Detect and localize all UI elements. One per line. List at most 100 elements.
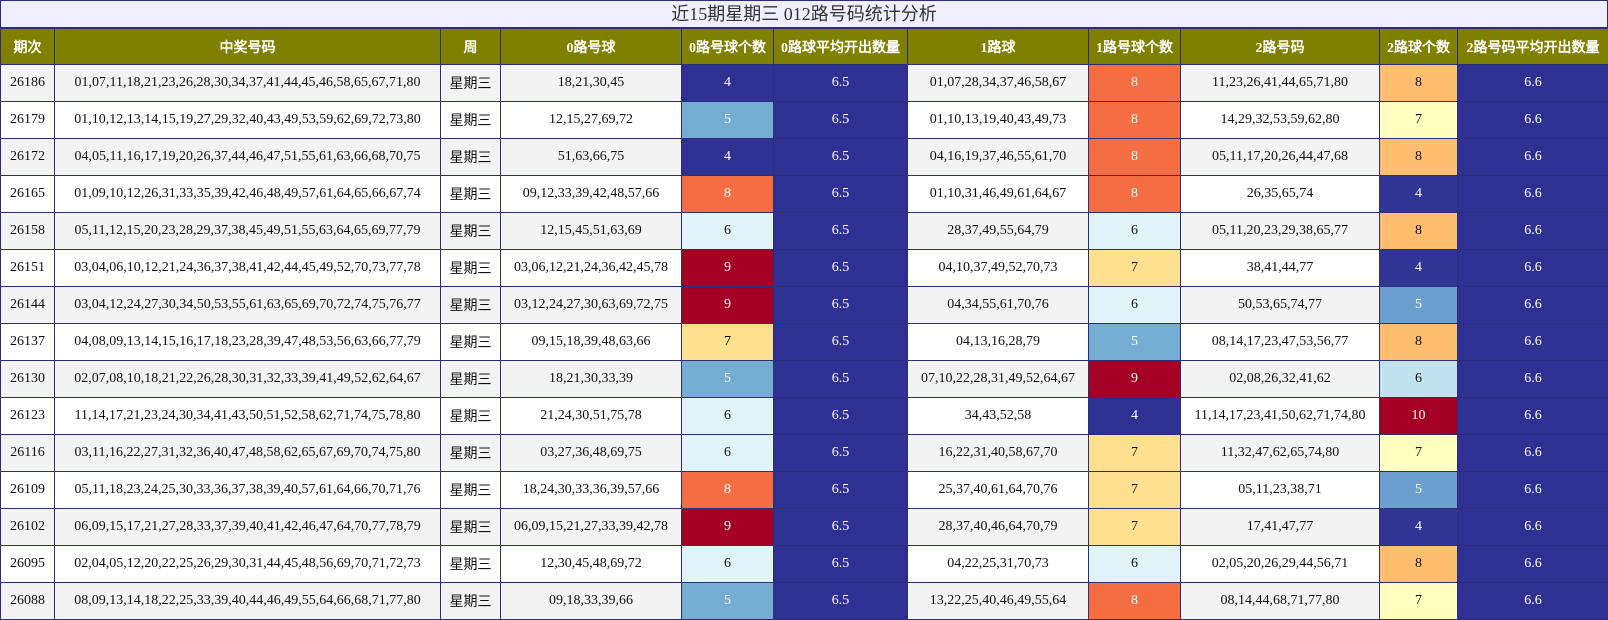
issue-cell: 26130 [1,361,55,398]
route2-count-cell: 10 [1380,398,1458,435]
route1-balls-cell: 16,22,31,40,58,67,70 [908,435,1089,472]
route1-balls-cell: 01,10,31,46,49,61,64,67 [908,176,1089,213]
route0-balls-cell: 12,15,27,69,72 [501,102,682,139]
route2-balls-cell: 14,29,32,53,59,62,80 [1181,102,1380,139]
weekday-cell: 星期三 [441,435,501,472]
route1-count-cell: 4 [1089,398,1181,435]
route0-average-cell: 6.5 [774,435,908,472]
issue-cell: 26088 [1,583,55,620]
route2-balls-cell: 05,11,23,38,71 [1181,472,1380,509]
winning-numbers-cell: 03,04,06,10,12,21,24,36,37,38,41,42,44,4… [55,250,441,287]
header-row: 期次 中奖号码 周 0路号球 0路号球个数 0路球平均开出数量 1路球 1路号球… [1,29,1608,65]
route0-average-cell: 6.5 [774,287,908,324]
route1-balls-cell: 04,16,19,37,46,55,61,70 [908,139,1089,176]
route0-average-cell: 6.5 [774,250,908,287]
route2-balls-cell: 02,08,26,32,41,62 [1181,361,1380,398]
route0-balls-cell: 03,12,24,27,30,63,69,72,75 [501,287,682,324]
route1-count-cell: 7 [1089,472,1181,509]
winning-numbers-cell: 03,11,16,22,27,31,32,36,40,47,48,58,62,6… [55,435,441,472]
route2-count-cell: 8 [1380,139,1458,176]
route2-average-cell: 6.6 [1458,583,1608,620]
route0-balls-cell: 12,15,45,51,63,69 [501,213,682,250]
winning-numbers-cell: 05,11,12,15,20,23,28,29,37,38,45,49,51,5… [55,213,441,250]
route2-average-cell: 6.6 [1458,102,1608,139]
route2-count-cell: 8 [1380,324,1458,361]
route2-count-cell: 4 [1380,250,1458,287]
route2-average-cell: 6.6 [1458,472,1608,509]
route2-average-cell: 6.6 [1458,287,1608,324]
route2-balls-cell: 11,14,17,23,41,50,62,71,74,80 [1181,398,1380,435]
route1-balls-cell: 13,22,25,40,46,49,55,64 [908,583,1089,620]
route1-count-cell: 5 [1089,324,1181,361]
route2-average-cell: 6.6 [1458,324,1608,361]
route0-count-cell: 5 [682,361,774,398]
weekday-cell: 星期三 [441,361,501,398]
route2-balls-cell: 17,41,47,77 [1181,509,1380,546]
winning-numbers-cell: 01,07,11,18,21,23,26,28,30,34,37,41,44,4… [55,65,441,102]
route0-average-cell: 6.5 [774,509,908,546]
col-header-route0-average: 0路球平均开出数量 [774,29,908,65]
winning-numbers-cell: 01,09,10,12,26,31,33,35,39,42,46,48,49,5… [55,176,441,213]
route0-average-cell: 6.5 [774,139,908,176]
route0-count-cell: 4 [682,65,774,102]
route2-count-cell: 5 [1380,472,1458,509]
route2-average-cell: 6.6 [1458,509,1608,546]
route2-average-cell: 6.6 [1458,435,1608,472]
route0-count-cell: 4 [682,139,774,176]
route0-average-cell: 6.5 [774,213,908,250]
route1-balls-cell: 28,37,40,46,64,70,79 [908,509,1089,546]
route2-count-cell: 6 [1380,361,1458,398]
route2-average-cell: 6.6 [1458,361,1608,398]
winning-numbers-cell: 06,09,15,17,21,27,28,33,37,39,40,41,42,4… [55,509,441,546]
issue-cell: 26109 [1,472,55,509]
winning-numbers-cell: 02,07,08,10,18,21,22,26,28,30,31,32,33,3… [55,361,441,398]
route1-count-cell: 7 [1089,435,1181,472]
col-header-route2-count: 2路球个数 [1380,29,1458,65]
weekday-cell: 星期三 [441,324,501,361]
weekday-cell: 星期三 [441,139,501,176]
route1-balls-cell: 28,37,49,55,64,79 [908,213,1089,250]
winning-numbers-cell: 11,14,17,21,23,24,30,34,41,43,50,51,52,5… [55,398,441,435]
issue-cell: 26186 [1,65,55,102]
route0-average-cell: 6.5 [774,324,908,361]
route1-balls-cell: 01,07,28,34,37,46,58,67 [908,65,1089,102]
report-title: 近15期星期三 012路号码统计分析 [0,0,1608,28]
route0-balls-cell: 12,30,45,48,69,72 [501,546,682,583]
col-header-route1-balls: 1路球 [908,29,1089,65]
issue-cell: 26144 [1,287,55,324]
winning-numbers-cell: 03,04,12,24,27,30,34,50,53,55,61,63,65,6… [55,287,441,324]
col-header-numbers: 中奖号码 [55,29,441,65]
weekday-cell: 星期三 [441,509,501,546]
route0-average-cell: 6.5 [774,65,908,102]
weekday-cell: 星期三 [441,287,501,324]
issue-cell: 26116 [1,435,55,472]
col-header-route0-balls: 0路号球 [501,29,682,65]
col-header-route2-average: 2路号码平均开出数量 [1458,29,1608,65]
weekday-cell: 星期三 [441,398,501,435]
route2-balls-cell: 08,14,17,23,47,53,56,77 [1181,324,1380,361]
issue-cell: 26172 [1,139,55,176]
route1-count-cell: 8 [1089,139,1181,176]
route2-balls-cell: 50,53,65,74,77 [1181,287,1380,324]
route2-average-cell: 6.6 [1458,139,1608,176]
route1-balls-cell: 04,22,25,31,70,73 [908,546,1089,583]
route2-average-cell: 6.6 [1458,213,1608,250]
route2-count-cell: 8 [1380,213,1458,250]
route1-count-cell: 8 [1089,176,1181,213]
issue-cell: 26165 [1,176,55,213]
route0-balls-cell: 09,15,18,39,48,63,66 [501,324,682,361]
weekday-cell: 星期三 [441,546,501,583]
